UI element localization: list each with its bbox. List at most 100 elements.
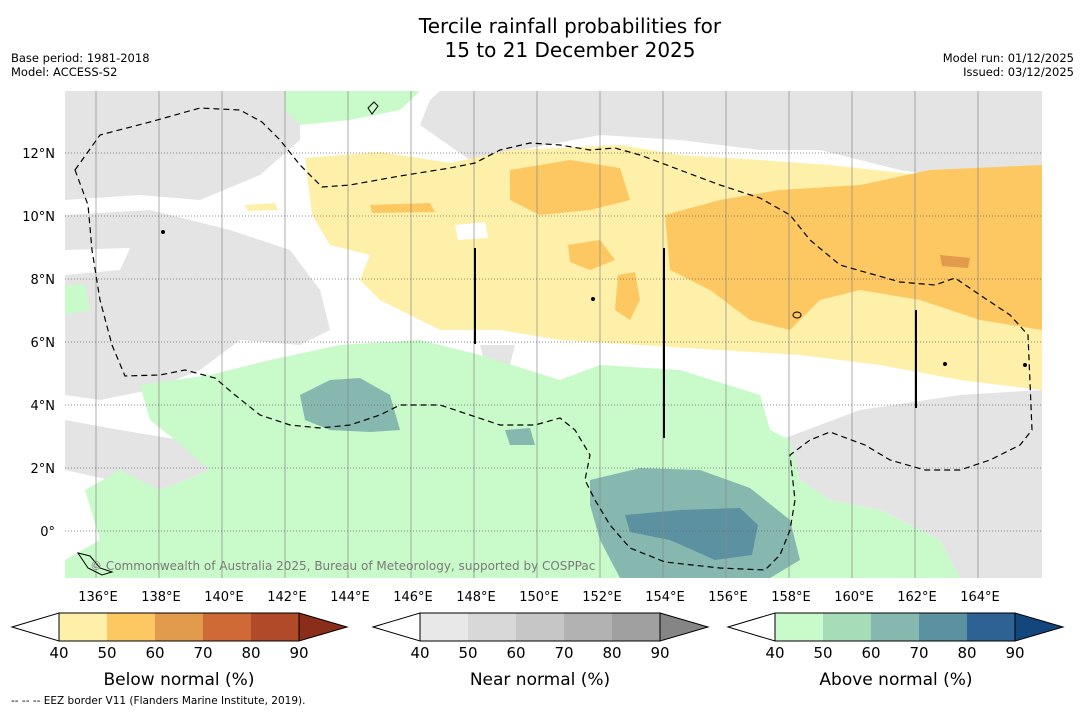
metadata-right: Model run: 01/12/2025 Issued: 03/12/2025 [943,51,1074,79]
longitude-labels: 136°E 138°E 140°E 142°E 144°E 146°E 148°… [78,590,1000,605]
colorbar-tick: 40 [49,644,68,662]
below-normal-patch-west [245,203,278,211]
colorbar-above-cell [775,613,823,641]
colorbar-below-cell [107,613,155,641]
colorbar-near-cell [420,613,468,641]
copyright-note: © Commonwealth of Australia 2025, Bureau… [90,559,595,573]
near-normal-region-nw [65,91,300,200]
colorbar-below-cell [203,613,251,641]
colorbar-title: Near normal (%) [470,670,610,690]
latitude-lines [65,152,1042,532]
below-normal-regions [245,145,1042,390]
colorbar-title: Below normal (%) [104,670,255,690]
island-5 [591,297,595,301]
lon-label: 138°E [141,590,181,605]
colorbar-tick: 90 [289,644,308,662]
island-3 [76,552,114,576]
below-normal-50-patch-2 [615,272,640,320]
colorbar-above-cell [871,613,919,641]
colorbar-tick: 80 [241,644,260,662]
colorbar-above-high-arrow [1014,612,1065,642]
colorbar-tick: 80 [957,644,976,662]
colorbar-above-cell [823,613,871,641]
above-normal-patch-west [65,285,90,315]
above-normal-60-patch [505,428,535,445]
eez-boundary [74,107,1033,571]
near-normal-region-se [780,390,1042,578]
colorbar-tick: 50 [97,644,116,662]
below-normal-50-region-east [665,165,1042,330]
lon-label: 150°E [519,590,559,605]
lat-label: 2°N [31,462,56,477]
near-normal-region-west-low [65,420,210,490]
colorbar-tick: 40 [410,644,429,662]
island-4 [161,230,165,234]
colorbar-tick: 90 [650,644,669,662]
colorbar-tick: 70 [554,644,573,662]
white-gap-2 [65,248,130,275]
issued-date: Issued: 03/12/2025 [963,65,1074,79]
colorbar-tick: 70 [909,644,928,662]
above-normal-70-region [625,508,758,560]
lon-label: 144°E [330,590,370,605]
colorbar-below-cell [251,613,299,641]
base-period: Base period: 1981-2018 [11,51,150,65]
lon-label: 136°E [78,590,118,605]
colorbar-above-low-arrow [726,612,776,642]
title-line-2: 15 to 21 December 2025 [444,38,696,62]
lon-label: 152°E [582,590,622,605]
below-normal-50-patch [568,240,615,270]
lon-label: 142°E [267,590,307,605]
colorbar-below-high-arrow [298,612,349,642]
lat-label: 6°N [31,336,56,351]
colorbar-near-cell [468,613,516,641]
colorbar-tick: 50 [813,644,832,662]
island-6 [943,362,947,366]
colorbar-below-normal: 40 50 60 70 80 90 Below normal (%) [10,612,349,690]
colorbar-above-cell [919,613,967,641]
colorbar-tick: 90 [1005,644,1024,662]
colorbar-near-cell [564,613,612,641]
colorbar-above-normal: 40 50 60 70 80 90 Above normal (%) [726,612,1065,690]
lat-label: 4°N [31,399,56,414]
graticule [95,91,979,578]
colorbar-tick: 70 [193,644,212,662]
near-normal-region-west [65,210,330,400]
lon-label: 162°E [897,590,937,605]
eez-footnote: -- -- -- EEZ border V11 (Flanders Marine… [11,695,306,707]
colorbar-tick: 40 [765,644,784,662]
colorbar-tick: 50 [458,644,477,662]
colorbar-title: Above normal (%) [819,670,972,690]
colorbar-below-low-arrow [10,612,60,642]
colorbar-above-frame [774,612,1016,642]
islands [76,101,1027,576]
lon-label: 148°E [456,590,496,605]
colorbar-tick: 60 [861,644,880,662]
above-normal-region-north [285,91,420,125]
title-line-1: Tercile rainfall probabilities for [418,14,722,38]
latitude-labels: 12°N 10°N 8°N 6°N 4°N 2°N 0° [22,147,55,540]
lat-label: 12°N [22,147,55,162]
colorbar-below-frame [58,612,300,642]
island-7 [1023,363,1027,367]
colorbar-tick: 80 [602,644,621,662]
colorbar-tick: 60 [506,644,525,662]
lon-label: 164°E [960,590,1000,605]
colorbar-near-frame [419,612,661,642]
map-plot-area: © Commonwealth of Australia 2025, Bureau… [65,91,1042,578]
colorbar-below-cell [59,613,107,641]
colorbar-near-cell [516,613,564,641]
colorbar-near-low-arrow [371,612,421,642]
colorbar-near-cell [612,613,660,641]
below-normal-50-strip [370,203,435,213]
lon-label: 154°E [645,590,685,605]
colorbar-above-cell [967,613,1015,641]
island-1 [367,101,379,115]
white-gaps [65,222,488,275]
model-run: Model run: 01/12/2025 [942,51,1074,65]
lat-label: 0° [40,525,55,540]
metadata-left: Base period: 1981-2018 Model: ACCESS-S2 [11,51,150,79]
lon-label: 146°E [393,590,433,605]
lat-label: 10°N [22,210,55,225]
